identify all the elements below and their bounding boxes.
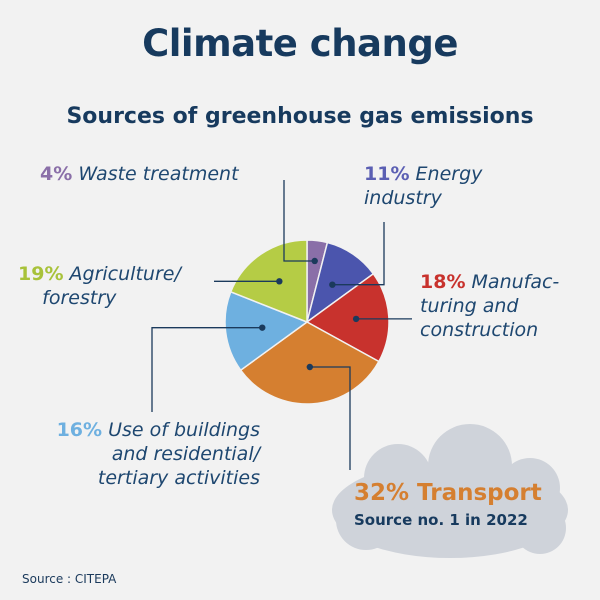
pct-manufacturing: 18% — [420, 271, 466, 293]
pie-slice-buildings — [224, 290, 309, 372]
leader-line-waste-treatment — [283, 180, 315, 262]
text-waste-treatment: Waste treatment — [78, 163, 239, 185]
leader-dot-buildings — [259, 324, 266, 331]
pct-agriculture: 19% — [18, 263, 64, 285]
leader-dot-transport — [306, 363, 314, 371]
pct-energy-industry: 11% — [364, 163, 410, 185]
leader-dot-agriculture — [276, 278, 283, 285]
leader-line-energy-industry — [332, 222, 385, 286]
chart-subtitle: Sources of greenhouse gas emissions — [66, 104, 534, 129]
leader-dot-waste-treatment — [311, 257, 318, 265]
leader-dot-manufacturing — [352, 315, 360, 323]
label-manufacturing: 18% Manufac-turing and construction — [420, 270, 590, 342]
pct-waste-treatment: 4% — [40, 163, 73, 185]
pct-buildings: 16% — [56, 419, 103, 441]
leader-dot-energy-industry — [329, 281, 336, 288]
leader-line-buildings — [151, 327, 263, 412]
leader-line-transport — [309, 366, 351, 470]
pie-slice-transport — [239, 321, 380, 405]
transport-callout: 32% Transport Source no. 1 in 2022 — [354, 478, 554, 532]
text-energy-industry: Energy industry — [364, 163, 483, 209]
cloud-shape — [332, 424, 568, 558]
text-buildings: Use of buildings and residential/tertiary… — [97, 419, 260, 489]
callout-main: 32% Transport — [354, 480, 542, 506]
text-manufacturing: Manufac-turing and construction — [420, 271, 560, 341]
source-note: Source : CITEPA — [22, 572, 117, 586]
label-agriculture: 19% Agriculture/ forestry — [18, 262, 218, 310]
pie-slice-manufacturing — [305, 272, 390, 363]
callout-sub: Source no. 1 in 2022 — [354, 511, 528, 529]
label-buildings: 16% Use of buildings and residential/tert… — [20, 418, 260, 490]
label-energy-industry: 11% Energy industry — [364, 162, 524, 210]
page-title: Climate change — [142, 22, 458, 65]
label-waste-treatment: 4% Waste treatment — [40, 162, 239, 186]
text-agriculture: Agriculture/ forestry — [18, 263, 181, 309]
